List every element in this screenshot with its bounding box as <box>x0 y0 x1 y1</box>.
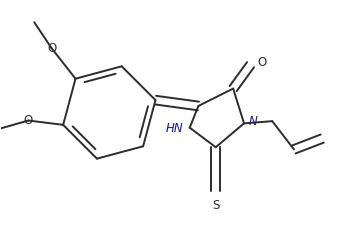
Text: S: S <box>212 198 220 212</box>
Text: O: O <box>257 56 266 69</box>
Text: O: O <box>47 42 56 55</box>
Text: HN: HN <box>165 122 183 135</box>
Text: N: N <box>248 115 257 128</box>
Text: O: O <box>24 114 33 127</box>
